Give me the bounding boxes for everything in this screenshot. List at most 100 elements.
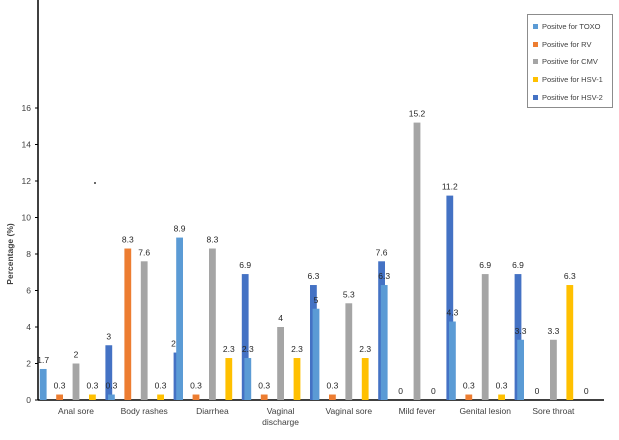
data-label: 5 <box>314 295 319 305</box>
bar <box>89 394 96 400</box>
bar <box>241 274 249 400</box>
data-label: 0.3 <box>258 381 270 391</box>
data-label: 0.3 <box>326 381 338 391</box>
legend-swatch <box>533 77 538 83</box>
data-label: 3 <box>106 331 111 341</box>
y-tick-label: 6 <box>26 286 31 296</box>
data-label: 3.3 <box>515 326 527 336</box>
bar <box>361 358 369 400</box>
data-label: 1.7 <box>37 355 49 365</box>
data-label: 8.3 <box>122 235 134 245</box>
data-label: 6.3 <box>378 271 390 281</box>
bar <box>277 327 284 400</box>
data-label: 0.3 <box>54 381 66 391</box>
x-tick-label: Genital lesion <box>459 406 511 416</box>
bar <box>72 363 80 400</box>
bar <box>345 303 353 400</box>
bar <box>514 274 522 400</box>
bar <box>105 345 113 400</box>
legend-item: Positive for HSV-1 <box>533 71 612 89</box>
bar <box>329 394 336 400</box>
x-tick-label: Mild fever <box>399 406 436 416</box>
bar <box>39 368 47 400</box>
data-label: 6.3 <box>564 271 576 281</box>
data-label: 0.3 <box>463 381 475 391</box>
x-tick-label: Sore throat <box>532 406 575 416</box>
bar <box>124 248 132 400</box>
data-label: 8.3 <box>206 235 218 245</box>
bar <box>566 285 574 400</box>
y-axis-title: Percentage (%) <box>5 223 15 285</box>
data-label: 2.3 <box>223 344 235 354</box>
data-label: 0.3 <box>190 381 202 391</box>
data-label: 2.3 <box>359 344 371 354</box>
data-label: 2 <box>74 350 79 360</box>
legend-label: Positve for TOXO <box>542 22 601 32</box>
data-label: 6.3 <box>307 271 319 281</box>
data-label: 0 <box>398 386 403 396</box>
data-label: 7.6 <box>138 247 150 257</box>
y-tick-label: 0 <box>26 395 31 405</box>
legend-swatch <box>533 59 538 65</box>
bar <box>312 308 320 400</box>
bar <box>293 358 301 400</box>
bar <box>140 261 148 400</box>
data-label: 11.2 <box>442 182 458 192</box>
legend-label: Positive for HSV-2 <box>542 92 603 102</box>
data-label: 15.2 <box>409 109 426 119</box>
data-label: 0.3 <box>105 381 117 391</box>
data-label: 4 <box>278 313 283 323</box>
legend: Positve for TOXO Positive for RV Positive … <box>527 14 613 108</box>
data-label: 0 <box>431 386 436 396</box>
bar <box>550 339 557 400</box>
y-tick-label: 8 <box>26 249 31 259</box>
legend-swatch <box>533 24 538 30</box>
bar <box>465 394 473 400</box>
data-label: 0 <box>535 386 540 396</box>
bar <box>192 394 200 400</box>
legend-swatch <box>533 94 538 100</box>
bar <box>498 394 505 400</box>
x-tick-label: Body rashes <box>121 406 168 416</box>
bar <box>517 339 524 400</box>
y-tick-label: 10 <box>22 213 32 223</box>
bar <box>157 394 164 400</box>
legend-item: Positive for HSV-2 <box>533 88 612 106</box>
bar <box>449 321 456 400</box>
x-tick-label: Vaginal sore <box>325 406 372 416</box>
legend-item: Positive for RV <box>533 36 612 54</box>
data-label: 8.9 <box>174 224 186 234</box>
bar <box>56 394 63 400</box>
data-label: 7.6 <box>376 247 388 257</box>
legend-item: Positive for CMV <box>533 53 612 71</box>
x-tick-label: Vaginal discharge <box>262 406 299 427</box>
data-label: 2.3 <box>291 344 303 354</box>
bar <box>209 248 216 400</box>
data-label: 6.9 <box>239 260 251 270</box>
data-label: 0.3 <box>155 381 167 391</box>
x-tick-label: Diarrhea <box>196 406 229 416</box>
data-label: 6.9 <box>479 260 491 270</box>
bar <box>260 394 268 400</box>
bar <box>481 274 489 400</box>
y-tick-label: 16 <box>22 103 32 113</box>
data-label: 5.3 <box>343 289 355 299</box>
data-label: 0 <box>584 386 589 396</box>
data-label: 6.9 <box>512 260 524 270</box>
legend-item: Positve for TOXO <box>533 18 612 36</box>
bar <box>176 237 183 400</box>
y-tick-label: 4 <box>26 322 31 332</box>
legend-swatch <box>533 41 538 47</box>
data-label: 4.3 <box>446 308 458 318</box>
x-tick-label: Anal sore <box>58 406 94 416</box>
data-label: 0.3 <box>86 381 98 391</box>
legend-label: Positive for CMV <box>542 57 598 67</box>
y-tick-label: 14 <box>22 140 32 150</box>
y-tick-label: 12 <box>22 176 32 186</box>
data-label: 0.3 <box>496 381 508 391</box>
data-label: 2.3 <box>242 344 254 354</box>
bar <box>244 358 252 400</box>
y-tick-label: 2 <box>26 359 31 369</box>
